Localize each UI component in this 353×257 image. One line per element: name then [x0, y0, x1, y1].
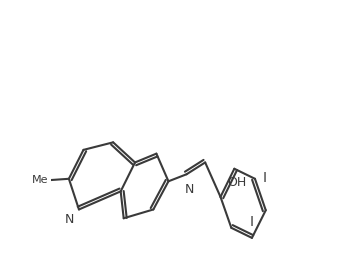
- Text: I: I: [250, 215, 254, 229]
- Text: N: N: [184, 183, 194, 196]
- Text: N: N: [65, 213, 74, 226]
- Text: I: I: [263, 171, 267, 185]
- Text: OH: OH: [228, 176, 247, 189]
- Text: Me: Me: [32, 175, 48, 185]
